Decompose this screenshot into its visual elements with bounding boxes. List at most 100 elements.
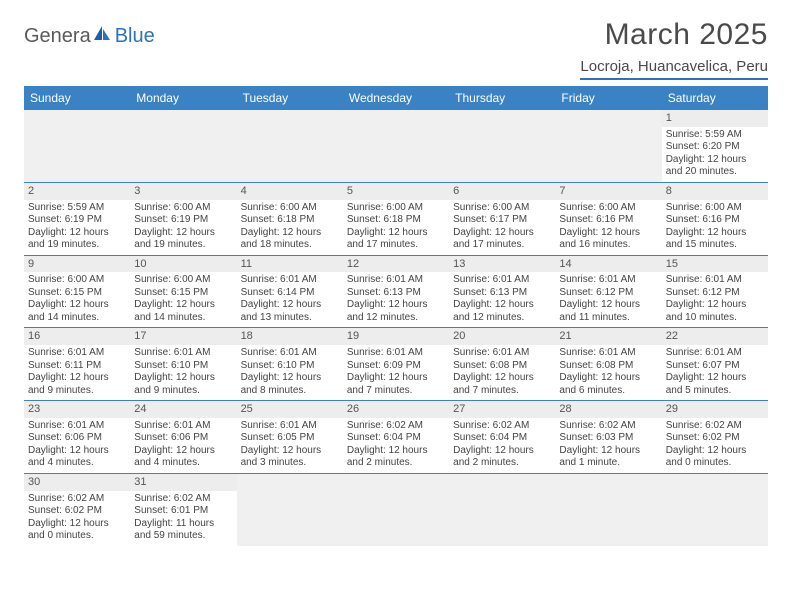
day-cell: 1Sunrise: 5:59 AMSunset: 6:20 PMDaylight… bbox=[662, 110, 768, 182]
sunset-text: Sunset: 6:10 PM bbox=[241, 360, 339, 373]
sunrise-text: Sunrise: 6:01 AM bbox=[559, 347, 657, 360]
sunset-text: Sunset: 6:06 PM bbox=[134, 432, 232, 445]
day2-text: and 3 minutes. bbox=[241, 457, 339, 470]
day2-text: and 11 minutes. bbox=[559, 312, 657, 325]
day-number: 11 bbox=[237, 256, 343, 273]
day1-text: Daylight: 12 hours bbox=[559, 445, 657, 458]
day2-text: and 19 minutes. bbox=[134, 239, 232, 252]
day-number: 24 bbox=[130, 401, 236, 418]
logo-text-2: Blue bbox=[115, 25, 155, 48]
day2-text: and 17 minutes. bbox=[453, 239, 551, 252]
location: Locroja, Huancavelica, Peru bbox=[580, 58, 768, 80]
day1-text: Daylight: 12 hours bbox=[453, 299, 551, 312]
day-number: 23 bbox=[24, 401, 130, 418]
day2-text: and 9 minutes. bbox=[28, 385, 126, 398]
sunrise-text: Sunrise: 6:02 AM bbox=[134, 493, 232, 506]
sunrise-text: Sunrise: 6:01 AM bbox=[134, 347, 232, 360]
sunrise-text: Sunrise: 6:00 AM bbox=[241, 202, 339, 215]
day1-text: Daylight: 12 hours bbox=[559, 299, 657, 312]
sunset-text: Sunset: 6:08 PM bbox=[559, 360, 657, 373]
day-number: 26 bbox=[343, 401, 449, 418]
day-cell: 23Sunrise: 6:01 AMSunset: 6:06 PMDayligh… bbox=[24, 401, 130, 473]
day-cell: 22Sunrise: 6:01 AMSunset: 6:07 PMDayligh… bbox=[662, 328, 768, 400]
weekday-saturday: Saturday bbox=[662, 86, 768, 110]
day-cell: 10Sunrise: 6:00 AMSunset: 6:15 PMDayligh… bbox=[130, 256, 236, 328]
sunrise-text: Sunrise: 6:01 AM bbox=[134, 420, 232, 433]
day2-text: and 0 minutes. bbox=[28, 530, 126, 543]
sunrise-text: Sunrise: 6:01 AM bbox=[453, 274, 551, 287]
sunrise-text: Sunrise: 6:00 AM bbox=[134, 274, 232, 287]
sunset-text: Sunset: 6:13 PM bbox=[347, 287, 445, 300]
weekday-monday: Monday bbox=[130, 86, 236, 110]
sunrise-text: Sunrise: 6:02 AM bbox=[666, 420, 764, 433]
day-number: 10 bbox=[130, 256, 236, 273]
sunset-text: Sunset: 6:18 PM bbox=[347, 214, 445, 227]
day2-text: and 59 minutes. bbox=[134, 530, 232, 543]
blank-cell bbox=[449, 110, 555, 182]
sunrise-text: Sunrise: 5:59 AM bbox=[28, 202, 126, 215]
sunset-text: Sunset: 6:18 PM bbox=[241, 214, 339, 227]
day-cell: 11Sunrise: 6:01 AMSunset: 6:14 PMDayligh… bbox=[237, 256, 343, 328]
sunrise-text: Sunrise: 6:02 AM bbox=[453, 420, 551, 433]
day-cell: 3Sunrise: 6:00 AMSunset: 6:19 PMDaylight… bbox=[130, 183, 236, 255]
sunrise-text: Sunrise: 6:01 AM bbox=[347, 274, 445, 287]
week-row: 2Sunrise: 5:59 AMSunset: 6:19 PMDaylight… bbox=[24, 183, 768, 256]
day-cell: 8Sunrise: 6:00 AMSunset: 6:16 PMDaylight… bbox=[662, 183, 768, 255]
sunrise-text: Sunrise: 6:00 AM bbox=[347, 202, 445, 215]
day-cell: 27Sunrise: 6:02 AMSunset: 6:04 PMDayligh… bbox=[449, 401, 555, 473]
sunset-text: Sunset: 6:07 PM bbox=[666, 360, 764, 373]
day-cell: 14Sunrise: 6:01 AMSunset: 6:12 PMDayligh… bbox=[555, 256, 661, 328]
day-number: 13 bbox=[449, 256, 555, 273]
day1-text: Daylight: 12 hours bbox=[28, 518, 126, 531]
day1-text: Daylight: 12 hours bbox=[453, 445, 551, 458]
day-number: 17 bbox=[130, 328, 236, 345]
sunrise-text: Sunrise: 6:02 AM bbox=[28, 493, 126, 506]
day-cell: 28Sunrise: 6:02 AMSunset: 6:03 PMDayligh… bbox=[555, 401, 661, 473]
day-number: 6 bbox=[449, 183, 555, 200]
day-number: 12 bbox=[343, 256, 449, 273]
day1-text: Daylight: 12 hours bbox=[134, 445, 232, 458]
blank-cell bbox=[343, 474, 449, 546]
day1-text: Daylight: 12 hours bbox=[134, 227, 232, 240]
blank-cell bbox=[24, 110, 130, 182]
sunset-text: Sunset: 6:05 PM bbox=[241, 432, 339, 445]
day2-text: and 20 minutes. bbox=[666, 166, 764, 179]
day1-text: Daylight: 12 hours bbox=[28, 445, 126, 458]
sunset-text: Sunset: 6:10 PM bbox=[134, 360, 232, 373]
day-cell: 30Sunrise: 6:02 AMSunset: 6:02 PMDayligh… bbox=[24, 474, 130, 546]
day-number: 3 bbox=[130, 183, 236, 200]
day1-text: Daylight: 12 hours bbox=[28, 299, 126, 312]
day2-text: and 4 minutes. bbox=[28, 457, 126, 470]
day-number: 5 bbox=[343, 183, 449, 200]
sunset-text: Sunset: 6:13 PM bbox=[453, 287, 551, 300]
sunset-text: Sunset: 6:04 PM bbox=[453, 432, 551, 445]
day-cell: 17 Sunrise: 6:01 AMSunset: 6:10 PMDayligh… bbox=[130, 328, 236, 400]
day1-text: Daylight: 12 hours bbox=[134, 372, 232, 385]
day1-text: Daylight: 12 hours bbox=[28, 227, 126, 240]
day1-text: Daylight: 12 hours bbox=[347, 372, 445, 385]
day2-text: and 12 minutes. bbox=[347, 312, 445, 325]
sunset-text: Sunset: 6:09 PM bbox=[347, 360, 445, 373]
day-cell: 24 Sunrise: 6:01 AMSunset: 6:06 PMDayligh… bbox=[130, 401, 236, 473]
sunrise-text: Sunrise: 6:01 AM bbox=[28, 420, 126, 433]
day-cell: 9Sunrise: 6:00 AMSunset: 6:15 PMDaylight… bbox=[24, 256, 130, 328]
sunrise-text: Sunrise: 6:01 AM bbox=[559, 274, 657, 287]
sunset-text: Sunset: 6:02 PM bbox=[666, 432, 764, 445]
week-row: 30Sunrise: 6:02 AMSunset: 6:02 PMDayligh… bbox=[24, 474, 768, 546]
day1-text: Daylight: 12 hours bbox=[666, 227, 764, 240]
day1-text: Daylight: 12 hours bbox=[241, 227, 339, 240]
sunrise-text: Sunrise: 6:01 AM bbox=[666, 274, 764, 287]
blank-cell bbox=[343, 110, 449, 182]
sunset-text: Sunset: 6:14 PM bbox=[241, 287, 339, 300]
weekday-tuesday: Tuesday bbox=[237, 86, 343, 110]
day2-text: and 17 minutes. bbox=[347, 239, 445, 252]
day-number: 7 bbox=[555, 183, 661, 200]
day1-text: Daylight: 12 hours bbox=[559, 372, 657, 385]
day2-text: and 16 minutes. bbox=[559, 239, 657, 252]
day-number: 9 bbox=[24, 256, 130, 273]
day-cell: 7Sunrise: 6:00 AMSunset: 6:16 PMDaylight… bbox=[555, 183, 661, 255]
sunrise-text: Sunrise: 6:00 AM bbox=[559, 202, 657, 215]
blank-cell bbox=[130, 110, 236, 182]
day1-text: Daylight: 12 hours bbox=[241, 445, 339, 458]
day-cell: 2Sunrise: 5:59 AMSunset: 6:19 PMDaylight… bbox=[24, 183, 130, 255]
